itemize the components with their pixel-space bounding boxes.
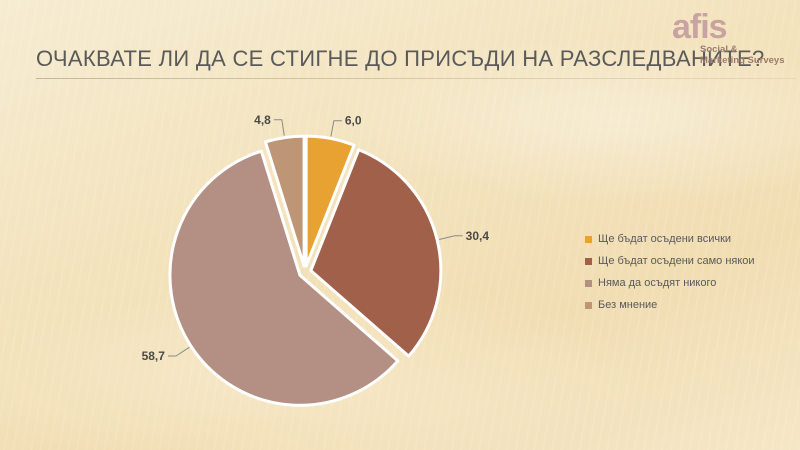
label-leader-line (330, 120, 342, 137)
legend-label: Без мнение (598, 299, 658, 311)
label-leader-line (273, 119, 285, 136)
legend-label: Няма да осъдят никого (598, 277, 717, 289)
logo-tagline-line2: Marketing Surveys (700, 55, 785, 66)
company-logo: afis Social & Marketing Surveys (672, 10, 790, 70)
logo-mark: afis (672, 8, 728, 46)
data-label: 30,4 (466, 229, 490, 243)
pie-slice (304, 134, 356, 268)
pie-slice (263, 134, 306, 268)
label-leader-line (167, 346, 190, 357)
legend-label: Ще бъдат осъдени всички (598, 233, 732, 245)
title-divider (36, 78, 796, 79)
legend-label: Ще бъдат осъдени само някои (598, 255, 755, 267)
legend-item: Ще бъдат осъдени само някои (585, 250, 755, 272)
pie-slice (168, 149, 400, 407)
data-label: 6,0 (345, 114, 362, 128)
data-label: 58,7 (142, 349, 166, 363)
logo-tagline-line1: Social & (700, 44, 738, 55)
legend-item: Ще бъдат осъдени всички (585, 228, 755, 250)
legend-item: Без мнение (585, 294, 755, 316)
chart-legend: Ще бъдат осъдени всички Ще бъдат осъдени … (585, 228, 755, 316)
pie-slice (309, 148, 443, 358)
logo-tagline: Social & Marketing Surveys (700, 44, 784, 66)
legend-swatch (585, 235, 592, 243)
legend-swatch (585, 279, 592, 287)
legend-item: Няма да осъдят никого (585, 272, 755, 294)
data-label: 4,8 (254, 113, 271, 127)
slide-title: Очаквате ли да се стигне до присъди на р… (36, 46, 765, 71)
legend-swatch (585, 301, 592, 309)
label-leader-line (439, 235, 463, 241)
legend-swatch (585, 257, 592, 265)
